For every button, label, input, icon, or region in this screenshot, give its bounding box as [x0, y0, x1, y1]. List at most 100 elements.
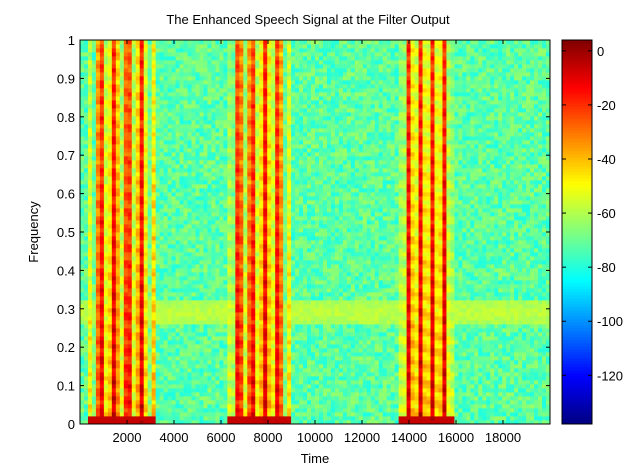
heatmap-cell [243, 156, 248, 161]
heatmap-cell [131, 312, 137, 317]
heatmap-cell [107, 184, 113, 189]
heatmap-cell [183, 316, 188, 321]
heatmap-cell [143, 68, 149, 73]
heatmap-cell [155, 228, 161, 233]
heatmap-cell [227, 256, 232, 261]
heatmap-cell [103, 300, 109, 305]
heatmap-cell [103, 348, 109, 353]
heatmap-cell [223, 416, 228, 421]
heatmap-cell [259, 216, 264, 221]
heatmap-cell [215, 204, 220, 209]
heatmap-cell [207, 216, 212, 221]
heatmap-cell [219, 184, 224, 189]
heatmap-cell [279, 368, 284, 373]
heatmap-cell [235, 268, 240, 273]
heatmap-cell [243, 132, 248, 137]
heatmap-cell [80, 420, 85, 425]
heatmap-cell [271, 44, 276, 49]
heatmap-cell [243, 216, 248, 221]
heatmap-cell [207, 376, 212, 381]
heatmap-cell [167, 332, 173, 337]
heatmap-cell [80, 148, 85, 153]
heatmap-cell [99, 208, 105, 213]
heatmap-cell [103, 40, 109, 45]
heatmap-cell [167, 404, 173, 409]
heatmap-cell [151, 144, 157, 149]
heatmap-cell [107, 228, 113, 233]
heatmap-cell [119, 124, 125, 129]
heatmap-cell [95, 56, 101, 61]
heatmap-cell [279, 288, 284, 293]
heatmap-cell [159, 340, 165, 345]
heatmap-cell [243, 232, 248, 237]
heatmap-cell [171, 84, 176, 89]
heatmap-cell [131, 164, 137, 169]
heatmap-cell [199, 384, 204, 389]
heatmap-cell [279, 384, 284, 389]
heatmap-cell [267, 52, 272, 57]
heatmap-cell [267, 60, 272, 65]
heatmap-cell [123, 396, 129, 401]
heatmap-cell [107, 104, 113, 109]
heatmap-cell [223, 264, 228, 269]
heatmap-cell [83, 396, 89, 401]
heatmap-cell [155, 356, 161, 361]
heatmap-cell [263, 144, 268, 149]
heatmap-cell [219, 68, 224, 73]
heatmap-cell [143, 296, 149, 301]
heatmap-cell [147, 96, 153, 101]
heatmap-cell [203, 248, 208, 253]
heatmap-cell [227, 416, 232, 421]
heatmap-cell [259, 384, 264, 389]
heatmap-cell [83, 308, 89, 313]
heatmap-cell [131, 220, 137, 225]
heatmap-cell [279, 212, 284, 217]
heatmap-cell [223, 176, 228, 181]
heatmap-cell [271, 204, 276, 209]
heatmap-cell [151, 120, 157, 125]
heatmap-cell [99, 412, 105, 417]
heatmap-cell [215, 68, 220, 73]
heatmap-cell [267, 348, 272, 353]
heatmap-cell [167, 260, 173, 265]
heatmap-cell [231, 420, 236, 425]
heatmap-cell [175, 396, 180, 401]
heatmap-cell [123, 404, 129, 409]
heatmap-cell [135, 308, 141, 313]
heatmap-cell [191, 264, 196, 269]
heatmap-cell [263, 108, 268, 113]
heatmap-cell [215, 236, 220, 241]
heatmap-cell [275, 320, 280, 325]
heatmap-cell [99, 392, 105, 397]
heatmap-cell [223, 388, 228, 393]
heatmap-cell [119, 280, 125, 285]
heatmap-cell [107, 280, 113, 285]
heatmap-cell [215, 144, 220, 149]
heatmap-cell [107, 396, 113, 401]
heatmap-cell [103, 188, 109, 193]
heatmap-cell [195, 340, 200, 345]
heatmap-cell [275, 252, 280, 257]
heatmap-cell [115, 40, 121, 45]
heatmap-cell [95, 284, 101, 289]
heatmap-cell [203, 172, 208, 177]
heatmap-cell [187, 72, 192, 77]
heatmap-cell [99, 268, 105, 273]
heatmap-cell [251, 256, 256, 261]
heatmap-cell [223, 212, 228, 217]
heatmap-cell [171, 196, 176, 201]
heatmap-cell [111, 332, 117, 337]
heatmap-cell [255, 176, 260, 181]
heatmap-cell [219, 140, 224, 145]
heatmap-cell [247, 180, 252, 185]
heatmap-cell [195, 232, 200, 237]
heatmap-cell [115, 376, 121, 381]
heatmap-cell [239, 392, 244, 397]
heatmap-cell [95, 288, 101, 293]
heatmap-cell [139, 352, 145, 357]
heatmap-cell [80, 232, 85, 237]
heatmap-cell [127, 372, 133, 377]
heatmap-cell [131, 72, 137, 77]
heatmap-cell [135, 352, 141, 357]
heatmap-cell [123, 248, 129, 253]
